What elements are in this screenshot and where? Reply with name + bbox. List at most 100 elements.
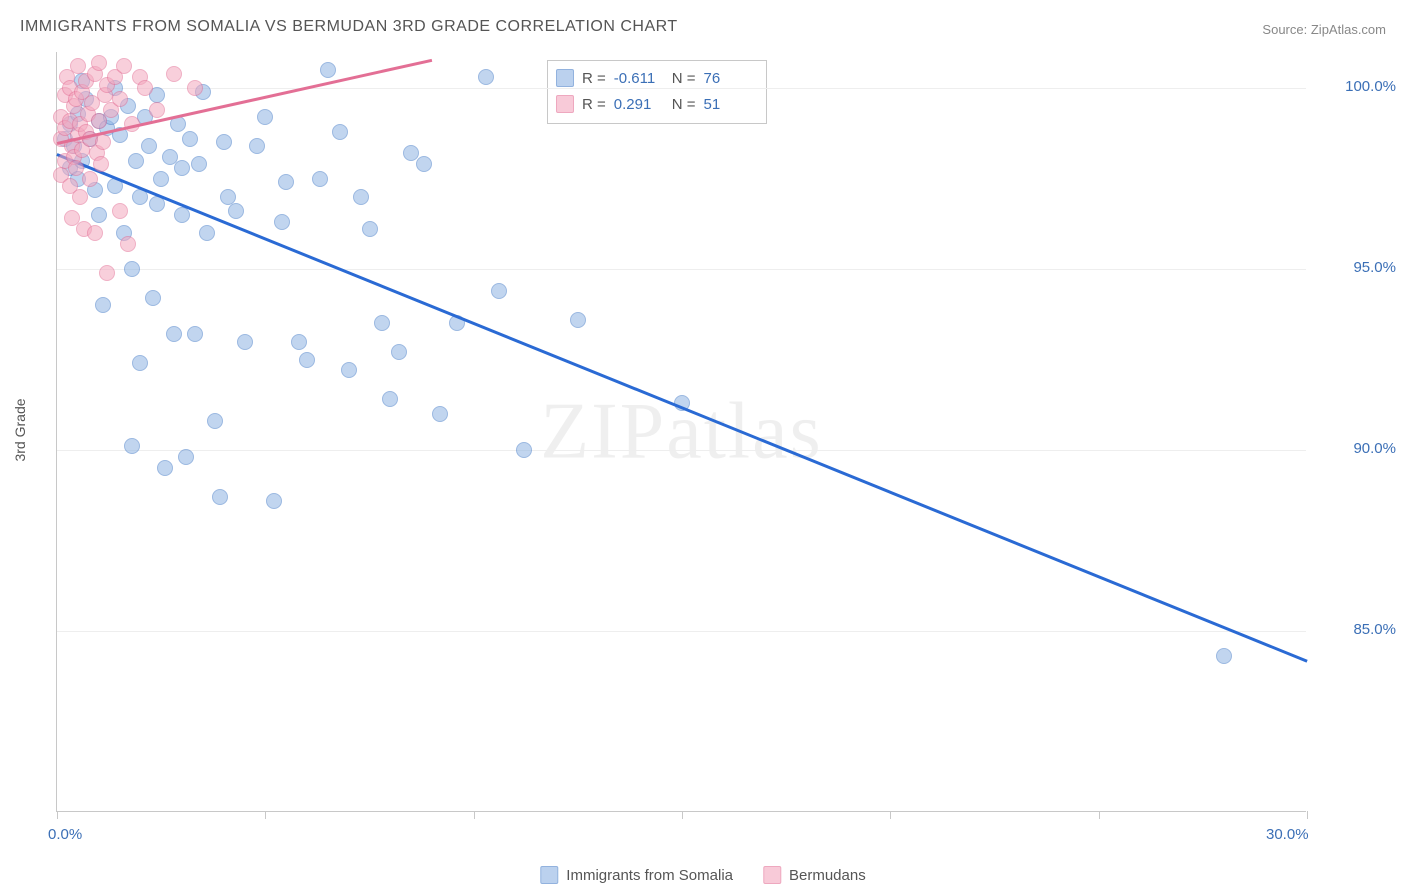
data-point xyxy=(174,207,190,223)
data-point xyxy=(72,189,88,205)
data-point xyxy=(132,355,148,371)
data-point xyxy=(95,134,111,150)
data-point xyxy=(112,91,128,107)
data-point xyxy=(68,160,84,176)
data-point xyxy=(274,214,290,230)
n-value: 51 xyxy=(704,96,754,113)
swatch-pink-icon xyxy=(763,866,781,884)
x-tick xyxy=(265,811,266,819)
data-point xyxy=(332,124,348,140)
x-tick xyxy=(1307,811,1308,819)
gridline xyxy=(57,88,1306,89)
data-point xyxy=(478,69,494,85)
data-point xyxy=(257,109,273,125)
data-point xyxy=(220,189,236,205)
data-point xyxy=(157,460,173,476)
legend-label: Bermudans xyxy=(789,867,866,884)
data-point xyxy=(187,80,203,96)
data-point xyxy=(112,203,128,219)
x-tick xyxy=(57,811,58,819)
swatch-blue-icon xyxy=(540,866,558,884)
swatch-blue-icon xyxy=(556,69,574,87)
x-tick xyxy=(890,811,891,819)
data-point xyxy=(570,312,586,328)
data-point xyxy=(249,138,265,154)
data-point xyxy=(320,62,336,78)
data-point xyxy=(1216,648,1232,664)
x-tick-label: 30.0% xyxy=(1266,826,1309,843)
gridline xyxy=(57,631,1306,632)
x-tick xyxy=(474,811,475,819)
y-axis-label: 3rd Grade xyxy=(12,398,28,461)
data-point xyxy=(362,221,378,237)
y-tick-label: 100.0% xyxy=(1316,78,1396,95)
data-point xyxy=(95,297,111,313)
data-point xyxy=(166,66,182,82)
data-point xyxy=(82,171,98,187)
trend-line xyxy=(57,153,1308,662)
stats-row-pink: R = 0.291 N = 51 xyxy=(556,91,754,117)
data-point xyxy=(216,134,232,150)
y-tick-label: 90.0% xyxy=(1316,440,1396,457)
x-tick xyxy=(682,811,683,819)
data-point xyxy=(416,156,432,172)
data-point xyxy=(382,391,398,407)
r-label: R = xyxy=(582,96,606,113)
x-tick-label: 0.0% xyxy=(48,826,82,843)
data-point xyxy=(178,449,194,465)
data-point xyxy=(149,102,165,118)
data-point xyxy=(341,362,357,378)
data-point xyxy=(182,131,198,147)
data-point xyxy=(153,171,169,187)
data-point xyxy=(207,413,223,429)
data-point xyxy=(91,55,107,71)
chart-title: IMMIGRANTS FROM SOMALIA VS BERMUDAN 3RD … xyxy=(20,18,678,36)
data-point xyxy=(116,58,132,74)
y-tick-label: 85.0% xyxy=(1316,621,1396,638)
n-label: N = xyxy=(672,70,696,87)
data-point xyxy=(516,442,532,458)
data-point xyxy=(70,58,86,74)
data-point xyxy=(278,174,294,190)
data-point xyxy=(174,160,190,176)
stats-box: R = -0.611 N = 76 R = 0.291 N = 51 xyxy=(547,60,767,124)
data-point xyxy=(145,290,161,306)
legend-item-pink: Bermudans xyxy=(763,866,866,884)
data-point xyxy=(128,153,144,169)
n-label: N = xyxy=(672,96,696,113)
data-point xyxy=(212,489,228,505)
data-point xyxy=(99,265,115,281)
x-tick xyxy=(1099,811,1100,819)
n-value: 76 xyxy=(704,70,754,87)
r-label: R = xyxy=(582,70,606,87)
data-point xyxy=(124,261,140,277)
data-point xyxy=(299,352,315,368)
plot-area: ZIPatlas R = -0.611 N = 76 R = 0.291 N =… xyxy=(56,52,1306,812)
bottom-legend: Immigrants from Somalia Bermudans xyxy=(540,866,865,884)
data-point xyxy=(141,138,157,154)
data-point xyxy=(312,171,328,187)
data-point xyxy=(87,225,103,241)
legend-item-blue: Immigrants from Somalia xyxy=(540,866,733,884)
data-point xyxy=(199,225,215,241)
legend-label: Immigrants from Somalia xyxy=(566,867,733,884)
data-point xyxy=(266,493,282,509)
data-point xyxy=(124,438,140,454)
data-point xyxy=(93,156,109,172)
source-name: ZipAtlas.com xyxy=(1311,22,1386,37)
data-point xyxy=(120,236,136,252)
data-point xyxy=(91,207,107,223)
stats-row-blue: R = -0.611 N = 76 xyxy=(556,65,754,91)
data-point xyxy=(187,326,203,342)
data-point xyxy=(228,203,244,219)
data-point xyxy=(391,344,407,360)
data-point xyxy=(432,406,448,422)
data-point xyxy=(191,156,207,172)
data-point xyxy=(137,80,153,96)
source-credit: Source: ZipAtlas.com xyxy=(1262,22,1386,37)
r-value: 0.291 xyxy=(614,96,664,113)
source-label: Source: xyxy=(1262,22,1307,37)
swatch-pink-icon xyxy=(556,95,574,113)
gridline xyxy=(57,450,1306,451)
data-point xyxy=(491,283,507,299)
